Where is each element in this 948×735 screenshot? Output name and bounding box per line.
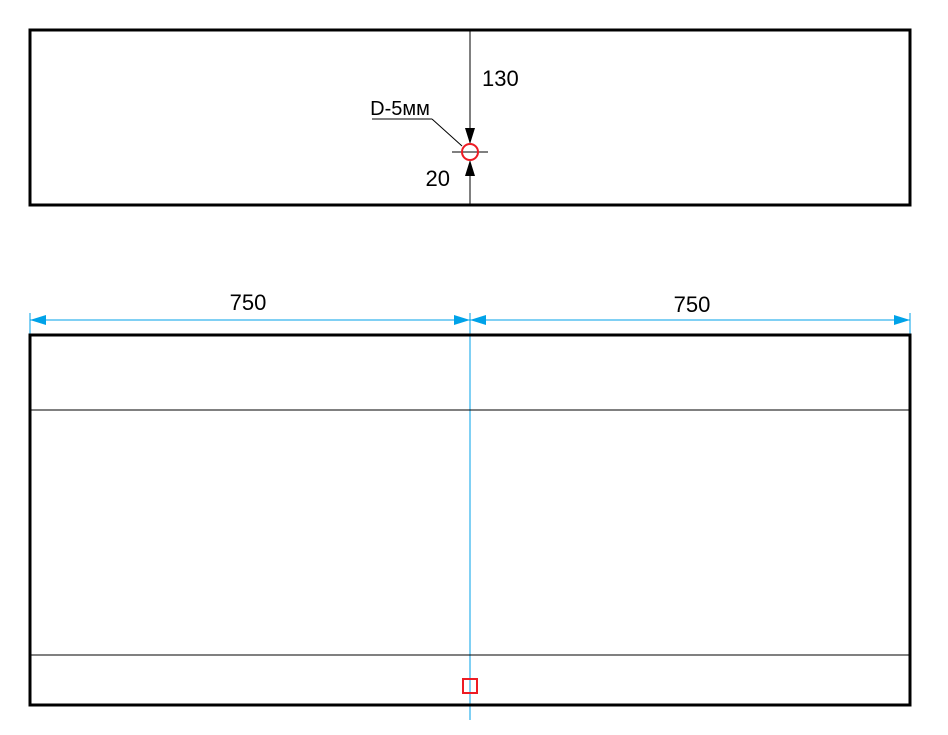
hole-label-leader — [432, 119, 462, 146]
front-view — [30, 320, 910, 720]
dim-130-label: 130 — [482, 66, 519, 91]
dim-750-right-label: 750 — [674, 292, 711, 317]
top-view: 130 20 D-5мм — [30, 30, 910, 205]
dim-20-label: 20 — [426, 166, 450, 191]
hole-diameter-label: D-5мм — [370, 98, 430, 120]
dim-750-left-label: 750 — [230, 290, 267, 315]
